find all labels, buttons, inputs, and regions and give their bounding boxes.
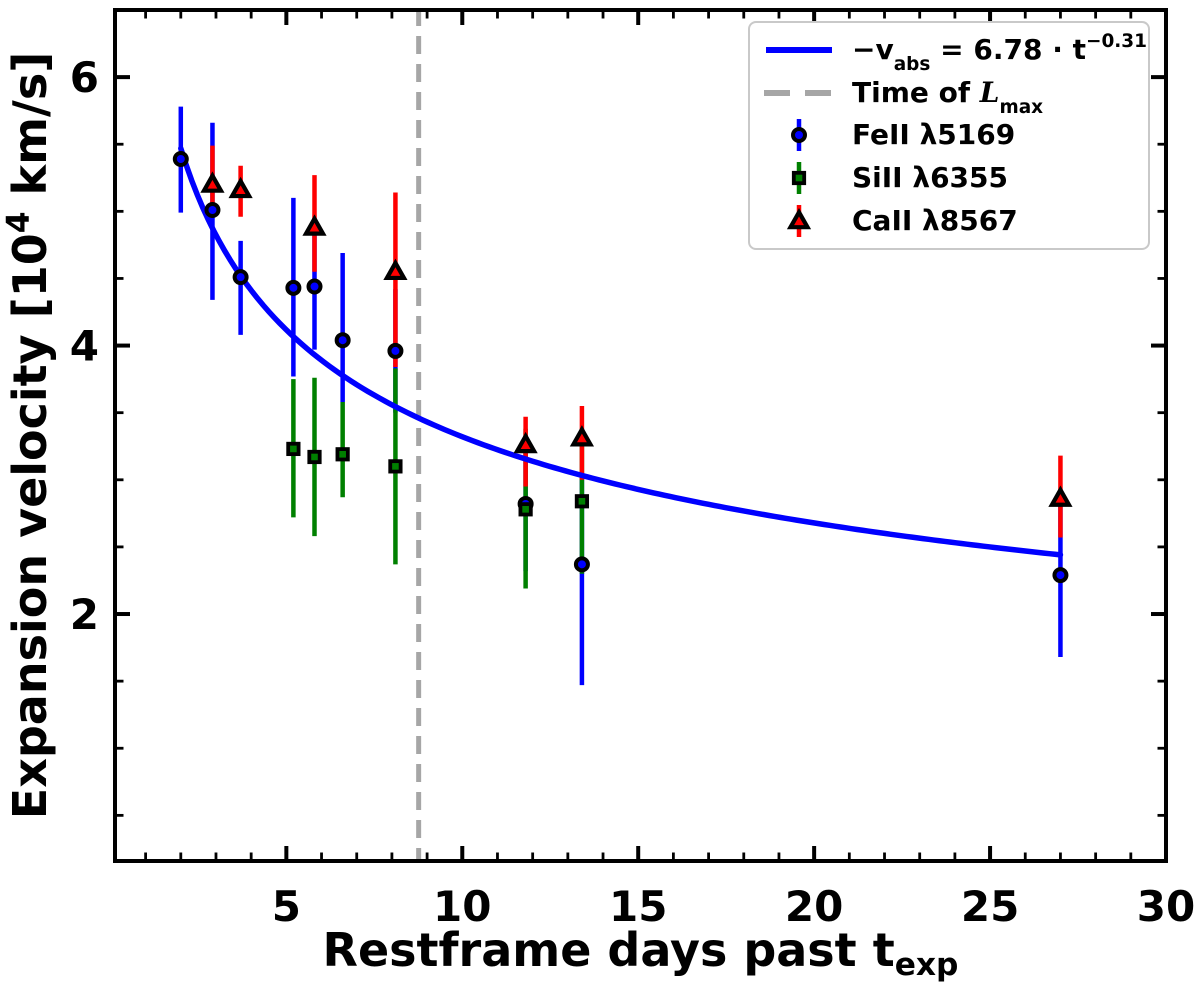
data-point-series0: [573, 556, 590, 573]
data-point-series0: [232, 269, 249, 286]
legend-entry-0: −vabs = 6.78 · t−0.31: [760, 31, 1147, 74]
x-tick-label: 5: [272, 882, 301, 931]
data-point-series1: [335, 447, 350, 462]
data-point-series2: [200, 171, 225, 193]
legend-entry-3: SiII λ6355: [760, 159, 1138, 197]
x-tick-label: 10: [433, 882, 491, 931]
legend-label: Time of Lmax: [852, 75, 1044, 118]
y-tick-label: 2: [70, 590, 99, 639]
x-tick-label: 15: [609, 882, 667, 931]
y-tick-label: 6: [70, 53, 99, 102]
data-point-series2: [302, 214, 327, 236]
data-point-series1: [574, 494, 590, 509]
data-point-series0: [306, 278, 323, 295]
x-tick-label: 30: [1137, 882, 1195, 931]
legend-label: FeII λ5169: [852, 118, 1016, 152]
legend-label: SiII λ6355: [852, 161, 1008, 195]
fit-curve: [178, 145, 1064, 558]
legend: −vabs = 6.78 · t−0.31 Time of Lmax FeII λ5…: [748, 21, 1150, 250]
legend-entry-2: FeII λ5169: [760, 116, 1138, 154]
data-point-series0: [334, 332, 351, 349]
legend-swatch-circle-icon: [791, 119, 807, 152]
data-point-series1: [518, 502, 533, 517]
data-point-series2: [383, 258, 408, 281]
legend-swatch-square-icon: [791, 162, 807, 195]
data-point-series0: [172, 150, 189, 167]
legend-entry-1: Time of Lmax: [760, 74, 1138, 118]
x-tick-label: 20: [785, 882, 843, 931]
data-point-series0: [1052, 567, 1069, 584]
legend-swatch-dashed-line-icon: [764, 89, 836, 96]
data-point-series1: [307, 449, 322, 465]
data-point-series0: [285, 279, 302, 296]
y-axis-title: Expansion velocity [104 km/s]: [1, 52, 57, 819]
data-point-series2: [513, 431, 538, 454]
data-point-series2: [228, 176, 253, 199]
data-point-series0: [204, 201, 221, 218]
x-axis-title: Restframe days past texp: [323, 923, 959, 983]
data-point-series2: [569, 425, 595, 447]
legend-entry-4: CaII λ8567: [760, 202, 1138, 240]
legend-swatch-triangle-icon: [786, 204, 812, 237]
data-point-series0: [387, 342, 404, 359]
y-tick-label: 4: [70, 322, 99, 371]
axes-spines: [113, 8, 1168, 863]
data-point-series1: [286, 441, 301, 457]
legend-label: −vabs = 6.78 · t−0.31: [852, 31, 1148, 75]
x-tick-label: 25: [961, 882, 1019, 931]
legend-label: CaII λ8567: [852, 203, 1018, 237]
legend-swatch-line-icon: [766, 47, 832, 54]
data-point-series2: [1048, 485, 1073, 507]
data-point-series1: [388, 459, 403, 474]
